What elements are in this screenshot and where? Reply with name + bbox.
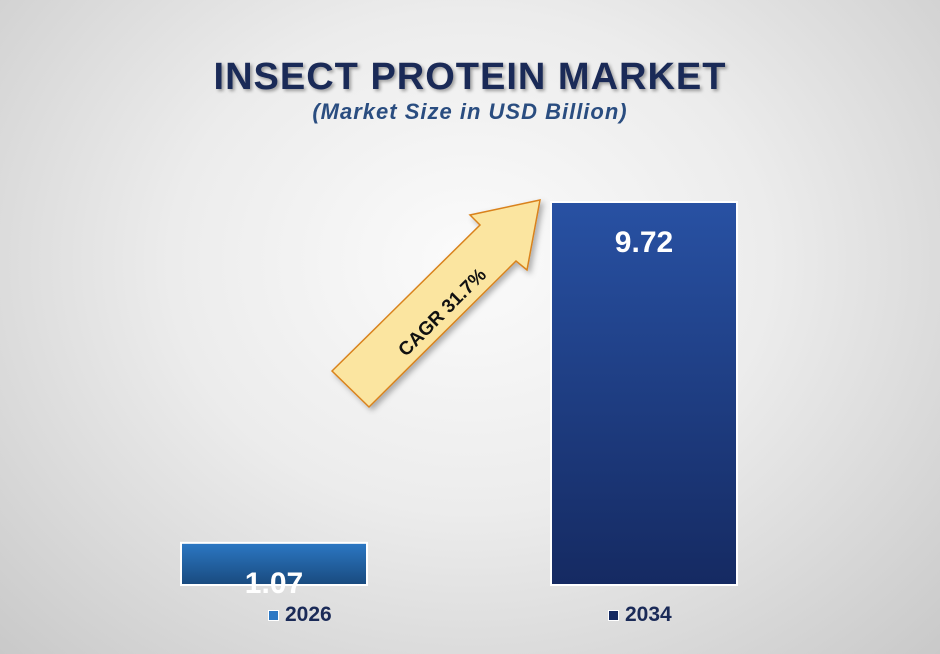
cagr-arrow-shape: [330, 199, 541, 409]
legend-label: 2026: [285, 603, 332, 626]
cagr-arrow: CAGR 31.7%: [330, 199, 541, 409]
chart-title: INSECT PROTEIN MARKET: [213, 56, 727, 98]
legend-swatch: [268, 609, 279, 621]
data-label-2034: 9.72: [615, 226, 673, 259]
legend-item-2026: 2026: [268, 603, 332, 627]
legend-label: 2034: [625, 603, 672, 626]
bar-2034: [550, 201, 738, 586]
data-label-2026: 1.07: [245, 567, 303, 600]
legend-item-2034: 2034: [608, 603, 672, 627]
chart-subtitle: (Market Size in USD Billion): [312, 99, 628, 124]
legend-swatch: [608, 609, 619, 621]
bar-2026: [180, 541, 368, 587]
